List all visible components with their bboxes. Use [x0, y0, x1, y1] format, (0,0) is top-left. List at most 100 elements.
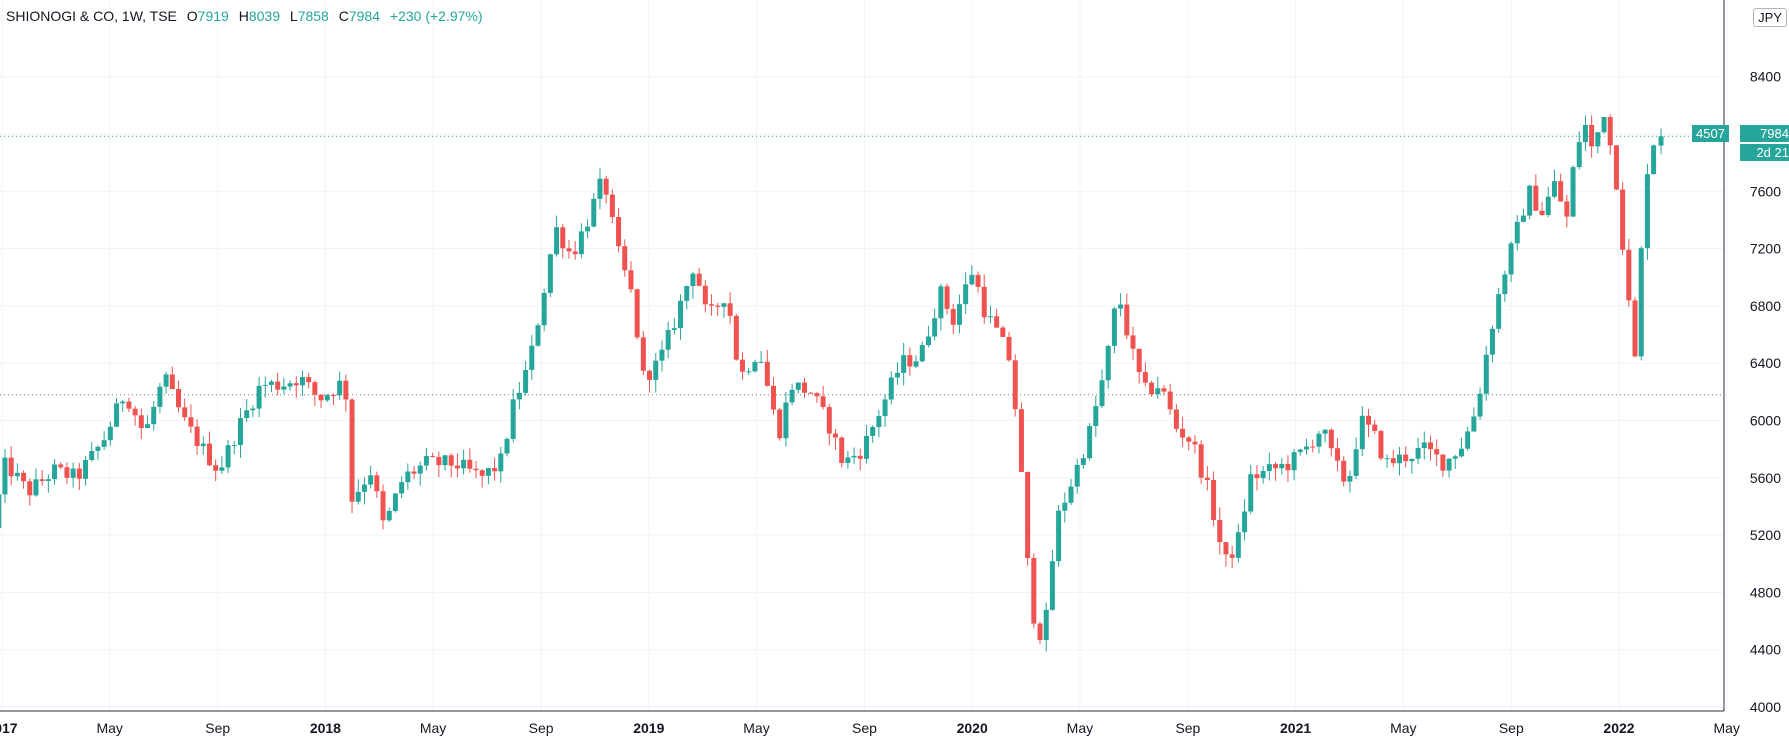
candle [1471, 407, 1477, 432]
candle [944, 283, 950, 315]
candle-body [194, 426, 200, 447]
candle-body [740, 359, 746, 372]
candle [771, 377, 777, 415]
candle [1545, 186, 1551, 218]
candle-body [250, 408, 256, 411]
candle-body [504, 438, 510, 454]
candle [176, 380, 182, 413]
candle [733, 313, 739, 361]
candle [1130, 326, 1136, 360]
candle [882, 394, 888, 427]
candle [64, 462, 70, 485]
candle [151, 401, 157, 431]
candle [1421, 431, 1427, 460]
candle [120, 399, 126, 412]
candle [1235, 523, 1241, 563]
candle [423, 448, 429, 471]
candle-body [1161, 388, 1167, 392]
candle-body [436, 456, 442, 466]
candle [312, 380, 318, 407]
candle [1378, 429, 1384, 461]
candle [547, 253, 553, 298]
candle-body [399, 482, 405, 494]
candle-body [1520, 215, 1526, 222]
candle-body [541, 292, 547, 326]
candle [1124, 293, 1130, 340]
candle-body [863, 435, 869, 459]
price-tick-label: 6000 [1750, 413, 1781, 429]
candle-body [1111, 308, 1117, 346]
candle-body [1427, 442, 1433, 450]
candle-body [963, 284, 969, 305]
candle-body [616, 217, 622, 247]
candle [851, 447, 857, 465]
candle-body [8, 457, 14, 477]
price-axis[interactable]: 4000 4400 4800 5200 5600 6000 6400 6800 7200 7600… [1723, 0, 1781, 715]
candle [709, 294, 715, 316]
candle-body [1508, 243, 1514, 275]
candle-body [1173, 409, 1179, 429]
candle-body [671, 328, 677, 330]
candle [597, 168, 603, 210]
candle-body [1031, 557, 1037, 624]
candle-body [1248, 474, 1254, 512]
candle [374, 471, 380, 499]
high-value: 8039 [248, 8, 280, 24]
candle [237, 407, 243, 458]
candle-body [1273, 464, 1279, 469]
candle [39, 469, 45, 486]
candle-body [554, 227, 560, 255]
candle-body [1167, 391, 1173, 410]
candle [231, 440, 237, 455]
candle-body [1068, 486, 1074, 503]
candle-body [1551, 181, 1557, 197]
candle [287, 380, 293, 391]
candle [523, 360, 529, 396]
candle-body [89, 450, 95, 461]
candle [27, 478, 33, 506]
candle [727, 292, 733, 325]
candle-body [857, 455, 863, 459]
candle-body [1025, 471, 1031, 558]
candle [200, 436, 206, 456]
candle [622, 239, 628, 277]
candle [665, 321, 671, 359]
candle [1025, 471, 1031, 566]
candle [107, 421, 113, 446]
candle [386, 507, 392, 523]
candle-body [1018, 409, 1024, 472]
candle-body [1198, 444, 1204, 478]
candle-body [355, 491, 361, 502]
candle-body [764, 361, 770, 386]
time-tick-label: 2018 [310, 720, 341, 736]
candle-body [213, 465, 219, 471]
currency-button[interactable]: JPY [1753, 8, 1787, 27]
candle-body [591, 198, 597, 227]
candle [262, 376, 268, 398]
candle-body [1378, 430, 1384, 459]
candle [1080, 454, 1086, 469]
candle [740, 352, 746, 381]
candle [1446, 458, 1452, 478]
candle-body [510, 399, 516, 439]
candle [845, 451, 851, 469]
candle-body [516, 392, 522, 400]
candle-body [1155, 388, 1161, 395]
candle-body [163, 374, 169, 387]
candle [591, 193, 597, 228]
candle [33, 468, 39, 497]
candle [58, 462, 64, 470]
candle-body [702, 285, 708, 305]
candle [578, 223, 584, 259]
candle [746, 367, 752, 376]
candle [628, 261, 634, 293]
candle [1483, 345, 1489, 401]
candle [1204, 466, 1210, 491]
candle-body [566, 248, 572, 252]
candle-body [1384, 458, 1390, 460]
candle [0, 494, 2, 528]
candle [1452, 454, 1458, 469]
time-axis[interactable]: 2017 May Sep 2018 May Sep 2019 May Sep 2020 May Sep… [0, 710, 1740, 736]
price-tick-label: 6800 [1750, 298, 1781, 314]
